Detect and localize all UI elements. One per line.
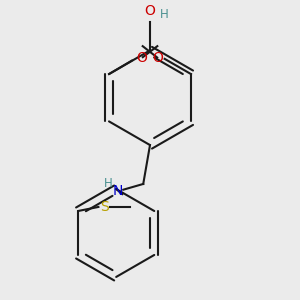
Text: H: H <box>104 177 113 190</box>
Text: O: O <box>152 51 163 65</box>
Text: O: O <box>145 4 155 18</box>
Text: N: N <box>113 184 123 198</box>
Text: H: H <box>160 8 168 21</box>
Text: S: S <box>100 200 109 214</box>
Text: O: O <box>136 51 147 65</box>
